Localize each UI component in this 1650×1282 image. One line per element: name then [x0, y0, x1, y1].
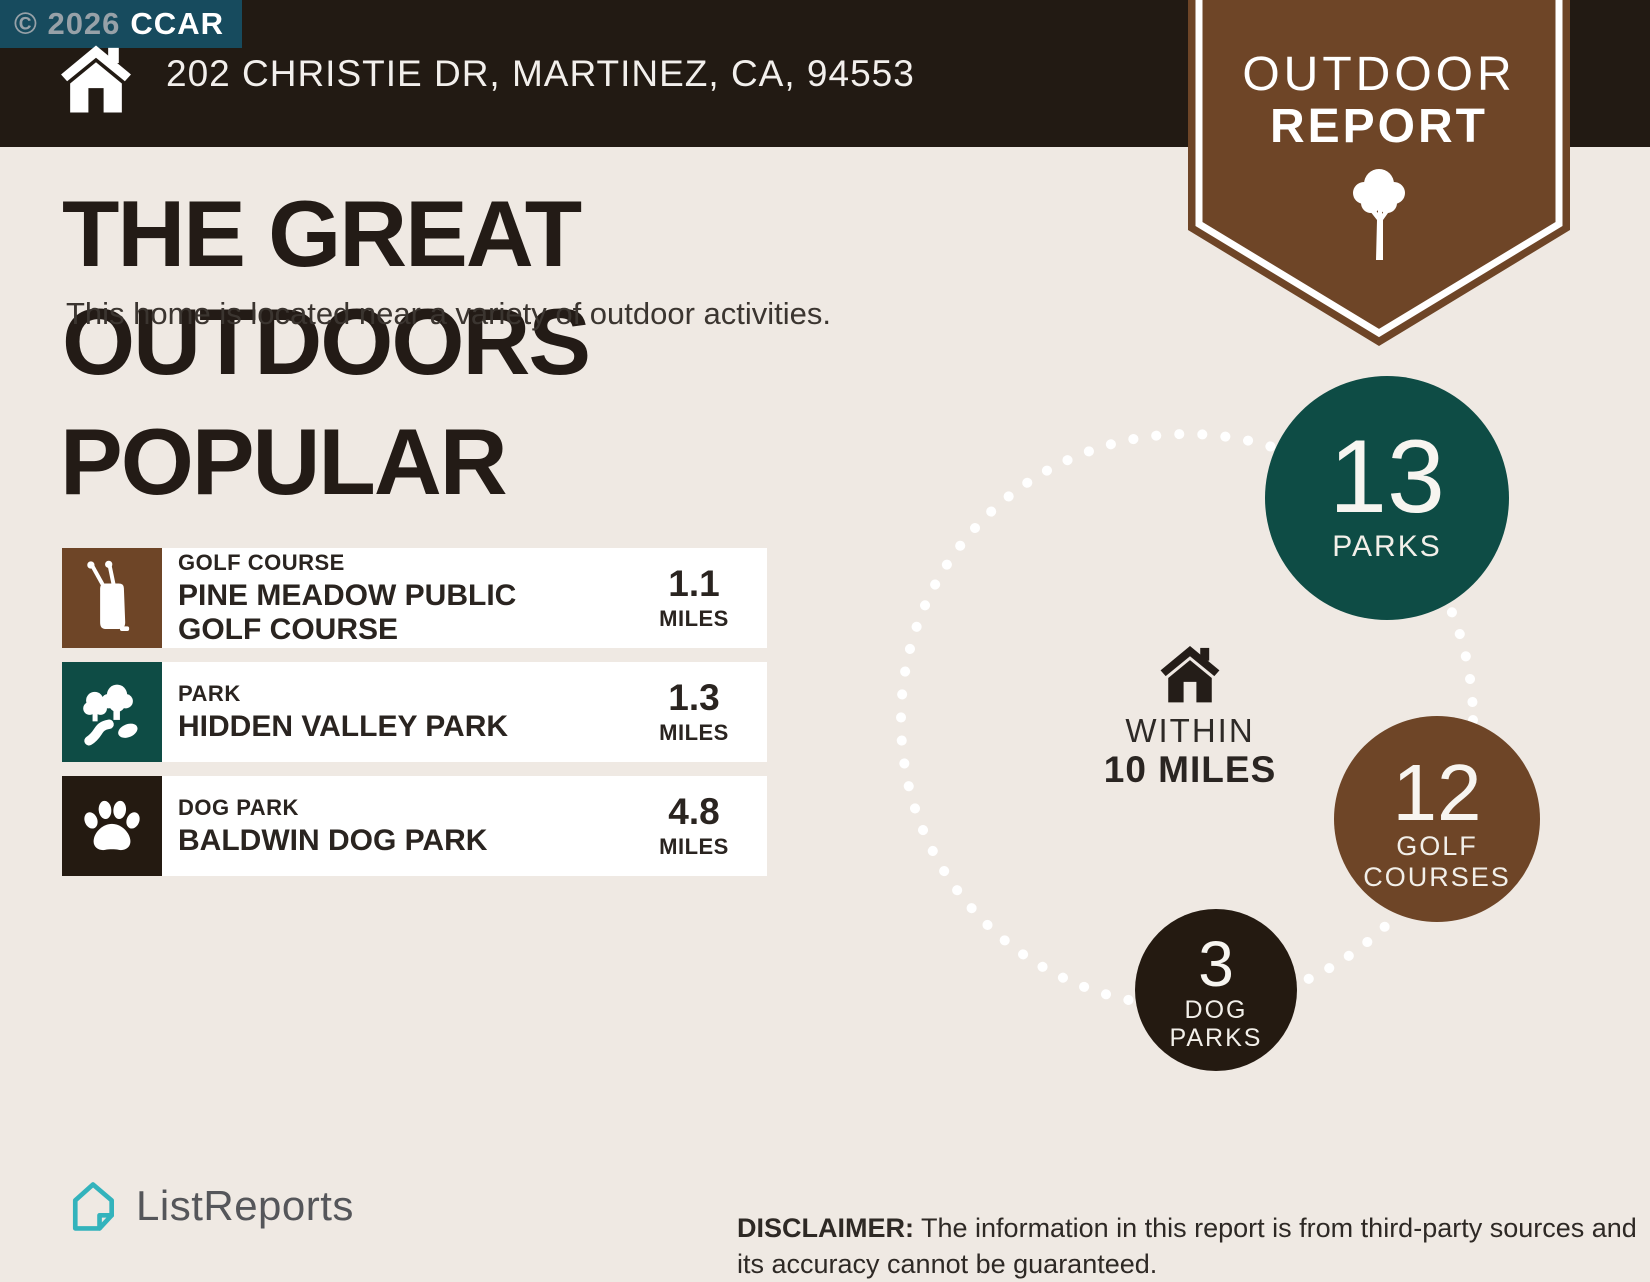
park-icon — [62, 662, 162, 762]
item-distance: 1.3 MILES — [629, 662, 767, 762]
popular-heading: POPULAR — [60, 409, 508, 514]
distance-unit: MILES — [659, 833, 729, 859]
ribbon-title-line1: OUTDOOR — [1242, 48, 1515, 101]
distance-unit: MILES — [659, 719, 729, 745]
bubble-golf-courses: 12 GOLF COURSES — [1334, 716, 1540, 922]
parks-count: 13 — [1329, 419, 1445, 535]
popular-list: GOLF COURSE PINE MEADOW PUBLIC GOLF COUR… — [62, 548, 767, 876]
page-title: THE GREAT OUTDOORS — [62, 181, 591, 394]
copyright-badge: © 2026 CCAR — [0, 0, 242, 48]
distance-unit: MILES — [659, 605, 729, 631]
ribbon-inner-border — [1195, 0, 1563, 338]
item-name: BALDWIN DOG PARK — [178, 823, 488, 857]
badge-copyright: © 2026 — [14, 6, 121, 41]
page-subtitle: This home is located near a variety of o… — [66, 296, 832, 331]
within-miles-label: 10 MILES — [1104, 749, 1277, 790]
disclaimer: DISCLAIMER: The information in this repo… — [737, 1211, 1637, 1282]
list-item-park: PARK HIDDEN VALLEY PARK 1.3 MILES — [62, 662, 767, 762]
item-category: PARK — [178, 680, 241, 706]
dotted-radius-ring — [896, 429, 1478, 1011]
dog-label-line1: DOG — [1185, 996, 1248, 1024]
dog-count: 3 — [1198, 928, 1234, 1000]
ribbon-title-line2: REPORT — [1270, 100, 1488, 153]
outdoor-report-ribbon: OUTDOOR REPORT — [1188, 0, 1570, 346]
listreports-logo-icon — [72, 1182, 114, 1231]
bubble-parks: 13 PARKS — [1265, 376, 1509, 620]
golf-label-line1: GOLF — [1396, 831, 1478, 861]
badge-org: CCAR — [130, 6, 224, 41]
paw-icon — [62, 776, 162, 876]
item-distance: 4.8 MILES — [629, 776, 767, 876]
item-distance: 1.1 MILES — [629, 548, 767, 648]
dog-label-line2: PARKS — [1170, 1024, 1263, 1052]
golf-label-line2: COURSES — [1363, 862, 1511, 892]
item-name: HIDDEN VALLEY PARK — [178, 709, 509, 743]
item-category: DOG PARK — [178, 794, 299, 820]
list-item-golf-course: GOLF COURSE PINE MEADOW PUBLIC GOLF COUR… — [62, 548, 767, 648]
distance-value: 1.1 — [668, 562, 720, 604]
home-icon — [61, 45, 131, 113]
tree-icon — [1353, 169, 1405, 260]
listreports-brand: ListReports — [64, 1178, 354, 1234]
disclaimer-label: DISCLAIMER: — [737, 1213, 914, 1243]
property-address: 202 CHRISTIE DR, MARTINEZ, CA, 94553 — [166, 52, 915, 94]
distance-value: 1.3 — [668, 676, 720, 718]
item-category: GOLF COURSE — [178, 549, 345, 575]
radius-infographic: WITHIN 10 MILES 13 PARKS 12 GOLF COURSES… — [896, 376, 1540, 1071]
distance-value: 4.8 — [668, 790, 720, 832]
list-item-dog-park: DOG PARK BALDWIN DOG PARK 4.8 MILES — [62, 776, 767, 876]
home-icon — [1160, 646, 1220, 703]
disclaimer-text: The information in this report is from t… — [737, 1213, 1637, 1279]
within-label: WITHIN — [1125, 712, 1254, 749]
parks-label: PARKS — [1332, 530, 1441, 563]
golf-count: 12 — [1393, 748, 1482, 837]
bubble-dog-parks: 3 DOG PARKS — [1135, 909, 1297, 1071]
golf-bag-icon — [62, 548, 162, 648]
brand-name: ListReports — [136, 1182, 354, 1229]
item-name: PINE MEADOW PUBLIC GOLF COURSE — [178, 578, 517, 646]
